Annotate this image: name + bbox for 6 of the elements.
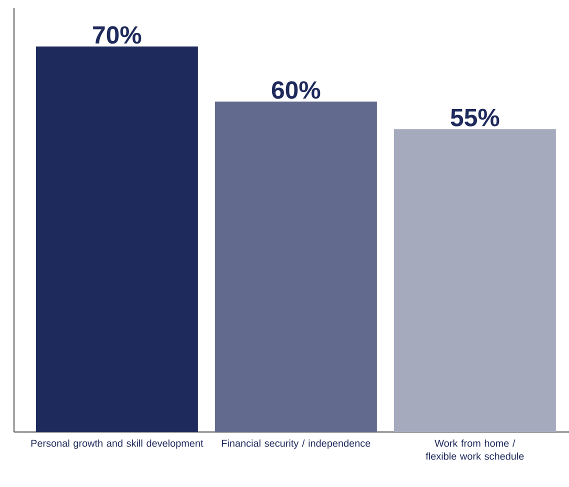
x-tick-label: Work from home / flexible work schedule bbox=[426, 440, 524, 460]
data-label: 60% bbox=[272, 81, 320, 99]
x-tick-label: Personal growth and skill development bbox=[31, 440, 204, 449]
data-label: 55% bbox=[450, 108, 500, 126]
x-tick-label: Financial security / independence bbox=[222, 440, 370, 449]
data-label: 70% bbox=[93, 26, 142, 44]
